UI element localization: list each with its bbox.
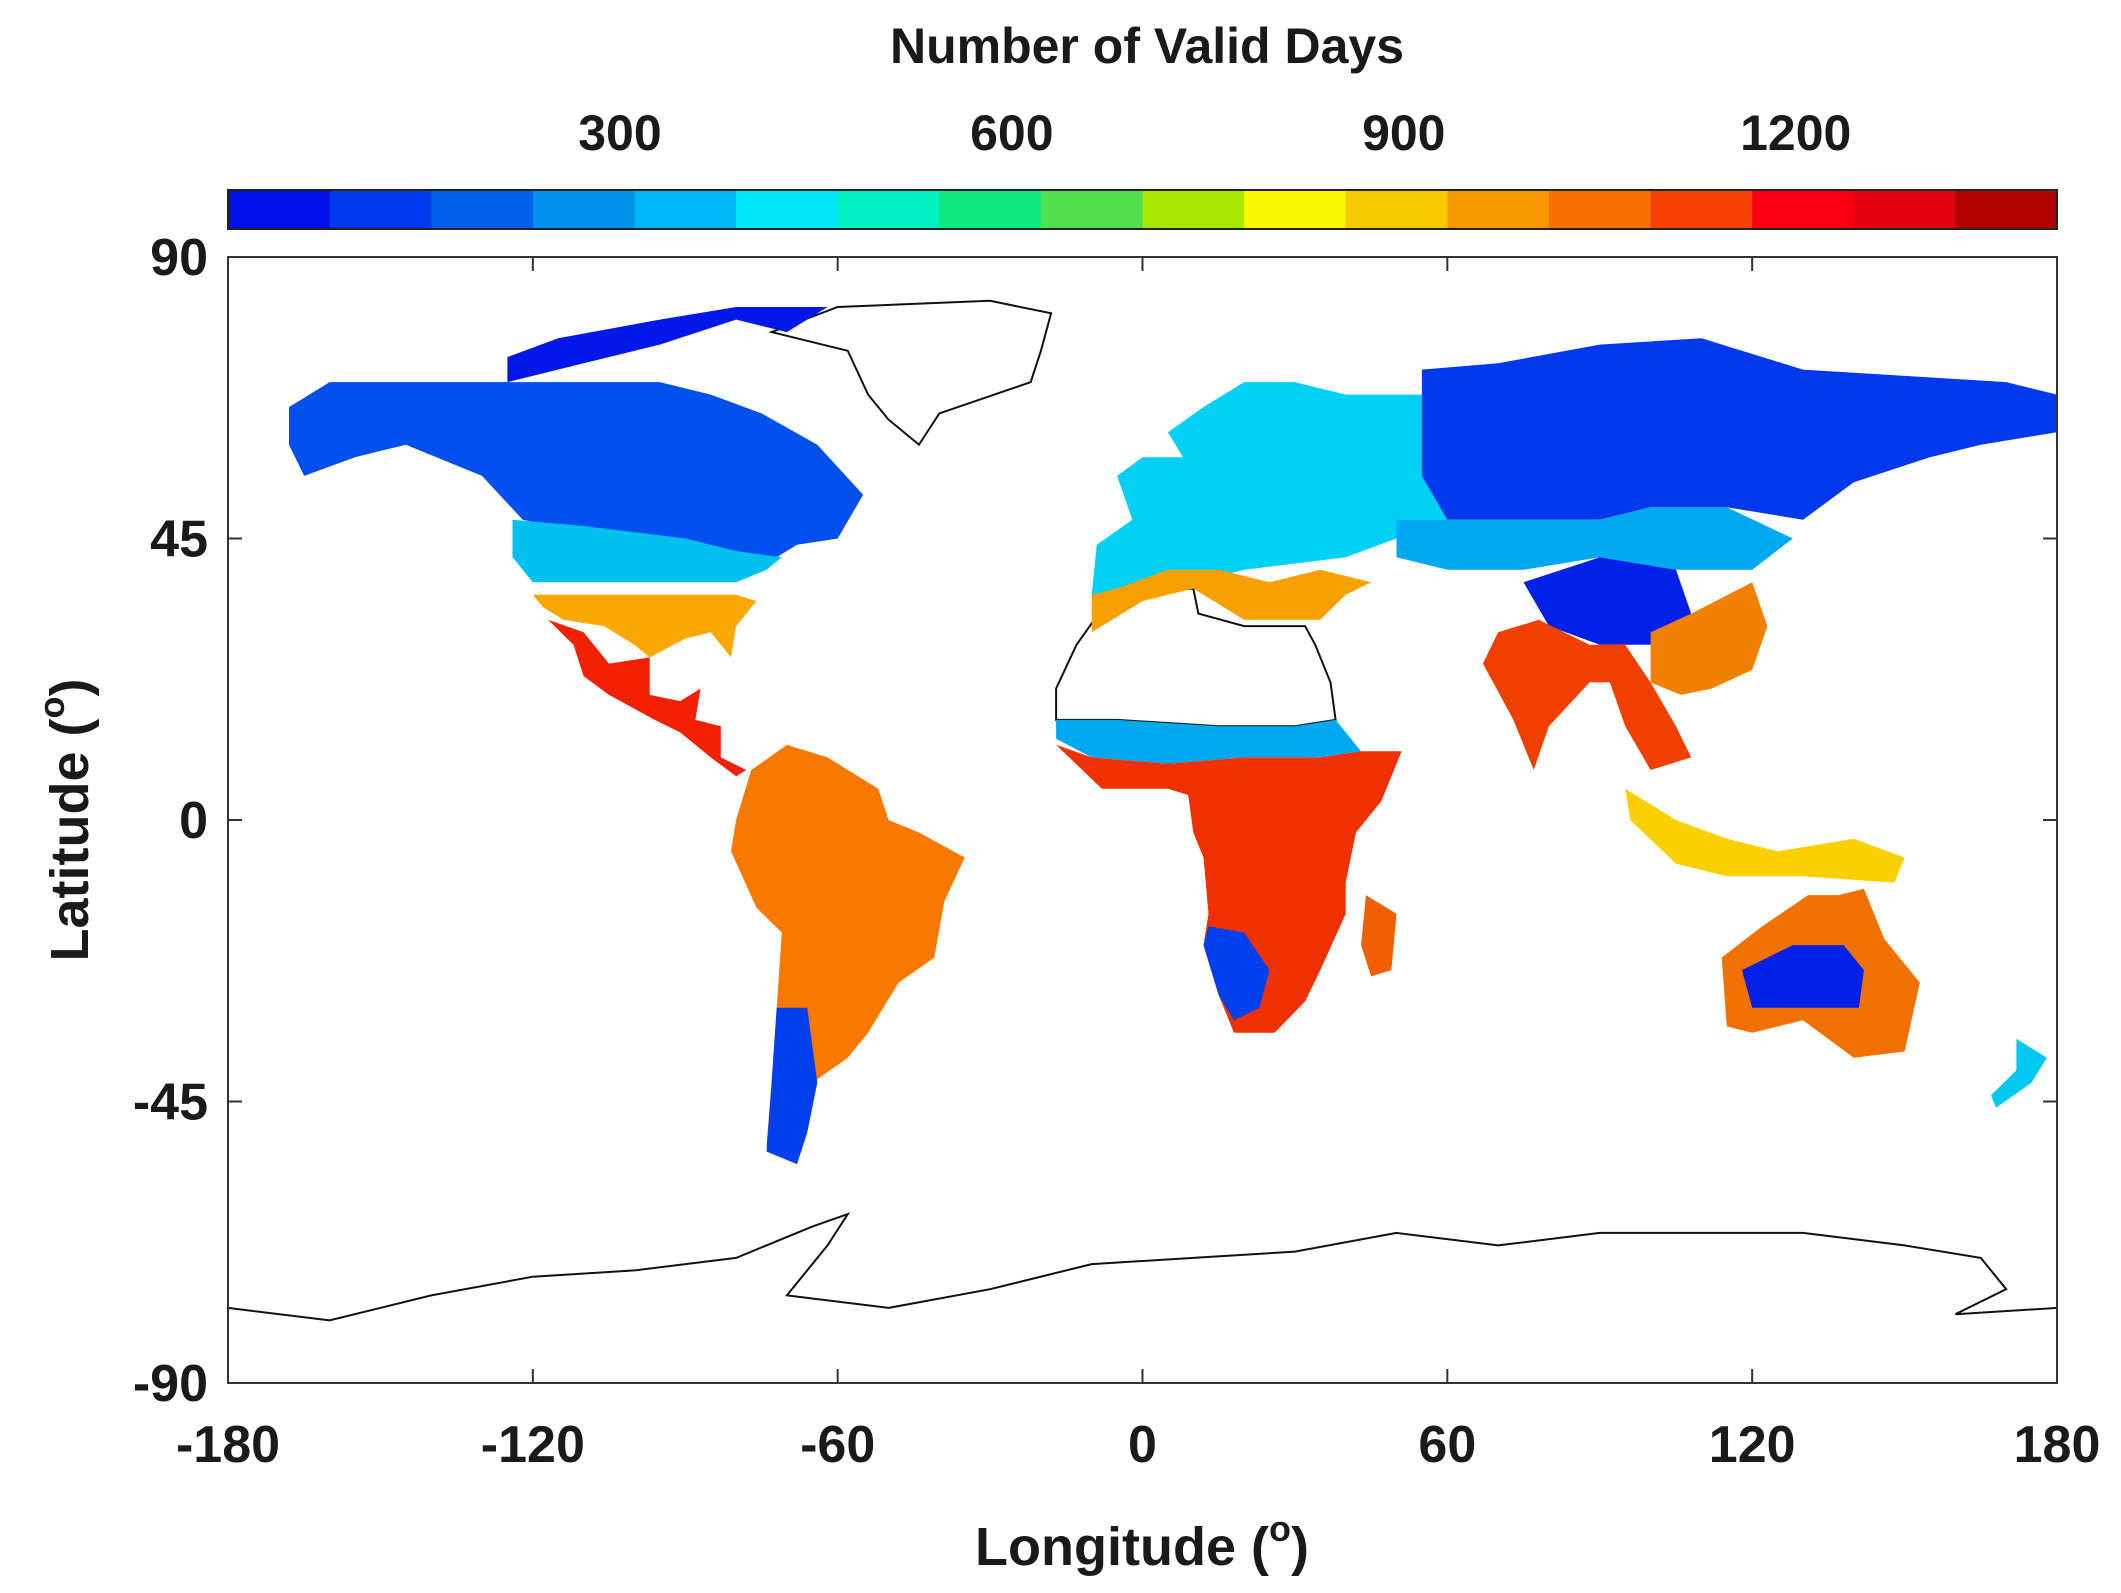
region-east-asia <box>1650 582 1768 695</box>
region-north-america-south <box>532 594 757 658</box>
colorbar-segment <box>634 190 737 229</box>
x-axis-label-close: ) <box>1291 1517 1309 1577</box>
region-greenland <box>768 299 1053 447</box>
y-axis-label: Latitude (o) <box>31 679 100 962</box>
colorbar-segment <box>1650 190 1753 229</box>
y-tick-label: -90 <box>133 1355 208 1413</box>
region-southeast-asia-islands <box>1625 788 1905 883</box>
region-europe <box>1091 382 1448 595</box>
y-axis-label-close: ) <box>40 679 100 697</box>
region-mediterranean-south <box>1091 569 1372 633</box>
colorbar-segment <box>1040 190 1144 229</box>
region-antarctica <box>227 1212 2058 1384</box>
colorbar-segment <box>1244 190 1347 229</box>
colorbar-tick-label: 900 <box>1362 105 1445 161</box>
x-axis-label: Longitude (o) <box>975 1508 1309 1577</box>
region-tibet-dry <box>1523 557 1692 645</box>
colorbar-segment <box>1752 190 1855 229</box>
colorbar-segment <box>228 190 331 229</box>
colorbar-title: Number of Valid Days <box>890 18 1404 74</box>
colorbar-tick-label: 1200 <box>1740 105 1851 161</box>
region-africa-south <box>1056 744 1402 1033</box>
colorbar-tick-labels: 300 600 900 1200 <box>578 105 1851 161</box>
y-tick-label: 90 <box>150 229 208 287</box>
colorbar-segment <box>1345 190 1448 229</box>
region-north-america-mid <box>512 519 782 583</box>
region-madagascar <box>1361 895 1397 977</box>
x-tick-label: -180 <box>176 1416 280 1474</box>
colorbar-segment <box>1142 190 1245 229</box>
region-south-america-andes-south <box>766 1007 818 1165</box>
y-axis-degree: o <box>31 697 72 719</box>
region-siberia <box>1421 338 2057 520</box>
y-axis-label-text: Latitude ( <box>40 718 100 961</box>
region-central-america <box>548 619 747 777</box>
y-tick-label: -45 <box>133 1074 208 1132</box>
colorbar-segment <box>736 190 839 229</box>
region-south-asia <box>1482 619 1692 770</box>
y-axis-tick-labels: 90 45 0 -45 -90 <box>133 229 208 1413</box>
colorbar-segment <box>431 190 534 229</box>
y-tick-label: 45 <box>150 511 208 569</box>
map-plot-area <box>227 256 2058 1384</box>
region-central-asia <box>1396 507 1793 570</box>
colorbar-segment <box>532 190 636 229</box>
colorbar <box>228 190 2058 229</box>
colorbar-segment <box>939 190 1042 229</box>
x-tick-label: -120 <box>481 1416 585 1474</box>
x-tick-label: -60 <box>800 1416 875 1474</box>
colorbar-segment <box>329 190 432 229</box>
region-new-zealand <box>1991 1038 2047 1108</box>
x-axis-degree: o <box>1269 1508 1291 1549</box>
region-north-america-north <box>289 382 864 558</box>
region-sahel <box>1056 719 1361 764</box>
x-tick-label: 0 <box>1128 1416 1157 1474</box>
x-tick-label: 120 <box>1709 1416 1796 1474</box>
colorbar-frame <box>227 189 2058 230</box>
x-axis-label-text: Longitude ( <box>975 1517 1269 1577</box>
x-tick-label: 180 <box>2014 1416 2101 1474</box>
x-tick-label: 60 <box>1418 1416 1476 1474</box>
colorbar-segment <box>1853 190 1956 229</box>
colorbar-segment <box>837 190 940 229</box>
region-canada-arctic <box>507 307 828 383</box>
colorbar-tick-label: 300 <box>578 105 661 161</box>
axis-tick-marks <box>227 256 2058 1384</box>
region-africa-southwest-dry <box>1203 926 1270 1021</box>
x-axis-tick-labels: -180 -120 -60 0 60 120 180 <box>176 1416 2100 1474</box>
colorbar-tick-label: 600 <box>970 105 1053 161</box>
colorbar-segment <box>1548 190 1652 229</box>
land-regions <box>227 299 2058 1384</box>
colorbar-segment <box>1447 190 1550 229</box>
y-tick-label: 0 <box>179 792 208 850</box>
region-australia-interior <box>1742 945 1864 1008</box>
colorbar-segment <box>1955 190 2058 229</box>
